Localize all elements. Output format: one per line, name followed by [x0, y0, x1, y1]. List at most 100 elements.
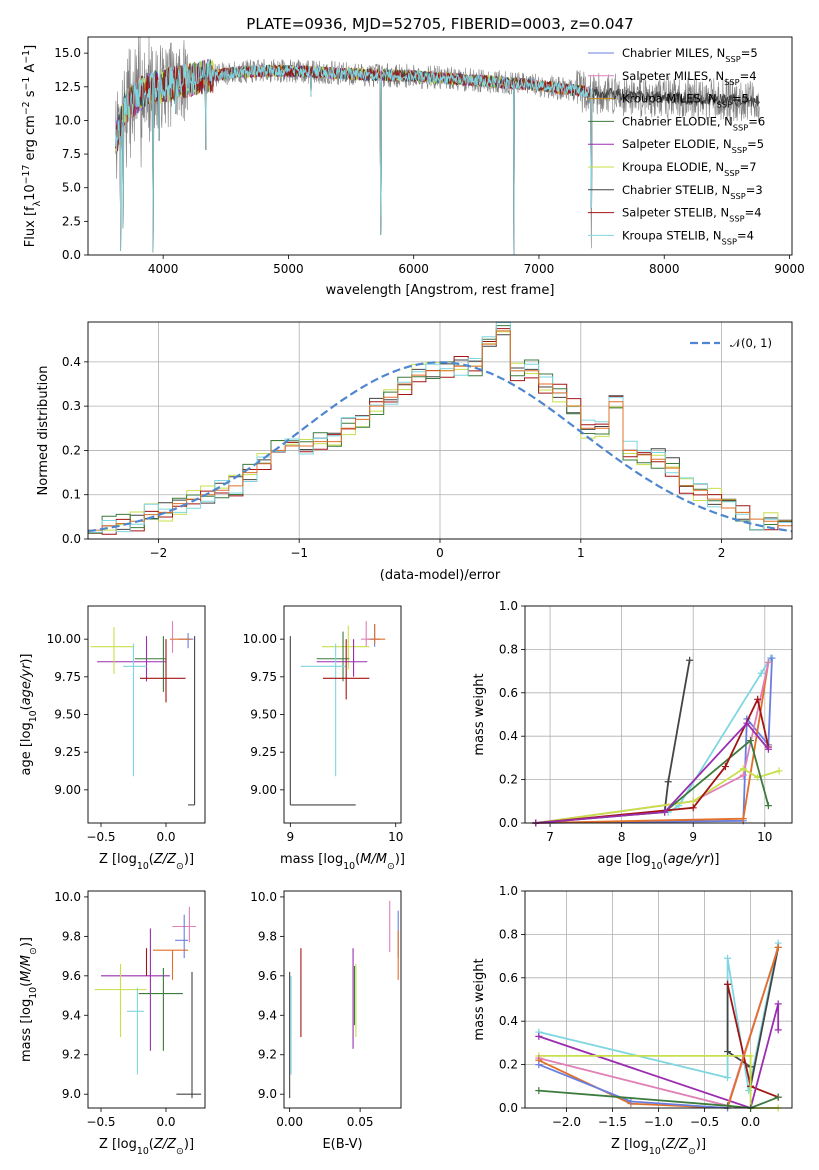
spectrum-legend: Chabrier MILES, NSSP=5 Salpeter MILES, NS…: [588, 46, 765, 246]
y-tick-label: 5.0: [62, 181, 81, 195]
mass-vs-ebv-panel: 0.00 0.05 9.0 9.2 9.4 9.6 9.8 10.0 E(B-V): [250, 890, 402, 1152]
y-tick-label: 2.5: [62, 214, 81, 228]
weight-marker: [739, 815, 747, 823]
axes-frame: [524, 605, 793, 824]
weight-marker: [764, 802, 772, 810]
y-tick-label: 1.0: [499, 884, 518, 898]
y-tick-label: 9.50: [250, 708, 277, 722]
y-tick-label: 0.8: [499, 642, 518, 656]
weight-marker: [535, 1032, 543, 1040]
age-vs-z-panel-errorbars: [90, 621, 196, 806]
weight-line-salpeter_elodie: [535, 721, 770, 824]
weight-marker: [746, 737, 754, 745]
weight-vs-z-panel-ylabel: mass weight: [472, 958, 487, 1040]
spectrum-ylabel: Flux [fλ10−17 erg cm−2 s−1 A−1]: [21, 45, 43, 247]
weight-marker: [724, 1074, 732, 1082]
weight-marker: [721, 763, 729, 771]
x-tick-label: −1.5: [598, 1115, 627, 1129]
weight-marker: [739, 771, 747, 779]
weight-marker: [689, 804, 697, 812]
y-tick-label: 12.5: [54, 80, 81, 94]
weight-marker: [664, 778, 672, 786]
x-tick-label: 10: [757, 830, 772, 844]
axes-frame: [87, 605, 206, 824]
legend-label: Kroupa STELIB, NSSP=4: [622, 228, 754, 246]
x-tick-label: 9: [689, 830, 697, 844]
y-tick-label: 9.25: [250, 745, 277, 759]
weight-marker: [757, 669, 765, 677]
histogram-kroupa_stelib: [88, 322, 792, 533]
weight-vs-z-panel-lines: [535, 939, 782, 1112]
y-tick-label: 9.6: [258, 969, 277, 983]
y-tick-label: 10.0: [250, 890, 277, 904]
weight-marker: [764, 745, 772, 753]
y-tick-label: 9.4: [62, 1008, 81, 1022]
weight-vs-z-panel-xlabel: Z [log10(Z/Z⊙)]: [611, 1137, 706, 1157]
weight-vs-z-panel: −2.0 −1.5 −1.0 −0.5 0.0 0.0 0.2 0.4 0.6 0.8 1.0 Z […: [472, 884, 793, 1157]
weight-marker: [689, 797, 697, 805]
weight-line-orange: [538, 947, 780, 1109]
legend-label: Salpeter MILES, NSSP=4: [622, 69, 757, 87]
x-tick-label: 8: [618, 830, 626, 844]
y-tick-label: 0.0: [62, 248, 81, 262]
spectrum-lines: [115, 37, 760, 255]
legend-label: Chabrier MILES, NSSP=5: [622, 46, 758, 64]
mass-vs-z-panel-xlabel: Z [log10(Z/Z⊙)]: [99, 1137, 194, 1157]
weight-marker: [627, 1097, 635, 1105]
weight-vs-age-panel: 7 8 9 10 0.0 0.2 0.4 0.6 0.8 1.0 age [log10(age/yr…: [472, 599, 793, 872]
y-tick-label: 0.2: [62, 443, 81, 457]
weight-marker: [743, 719, 751, 727]
x-tick-label: −1: [290, 546, 308, 560]
x-tick-label: −2.0: [552, 1115, 581, 1129]
legend-label: Chabrier ELODIE, NSSP=6: [622, 114, 765, 132]
age-vs-z-panel-ylabel: age [log10(age/yr)]: [19, 653, 39, 775]
normal-curve: [88, 361, 792, 533]
weight-marker: [724, 980, 732, 988]
figure-panels: 4000 5000 6000 7000 8000 90000.02.55.07.510.0…: [19, 15, 805, 1157]
x-tick-label: −0.5: [690, 1115, 719, 1129]
weight-marker: [754, 695, 762, 703]
y-tick-label: 9.2: [62, 1048, 81, 1062]
x-tick-label: 9: [287, 830, 295, 844]
y-tick-label: 9.00: [250, 783, 277, 797]
y-tick-label: 9.6: [62, 969, 81, 983]
axes-frame: [87, 890, 206, 1109]
y-tick-label: 0.8: [499, 927, 518, 941]
legend-label: Chabrier STELIB, NSSP=3: [622, 183, 763, 201]
y-tick-label: 0.3: [62, 399, 81, 413]
y-tick-label: 9.8: [62, 929, 81, 943]
y-tick-label: 7.5: [62, 147, 81, 161]
x-tick-label: 1: [577, 546, 585, 560]
weight-marker: [768, 654, 776, 662]
y-tick-label: 0.2: [499, 773, 518, 787]
mass-vs-z-panel: −0.5 0.0 9.0 9.2 9.4 9.6 9.8 10.0 Z [log10(Z/Z⊙)…: [19, 890, 206, 1157]
x-tick-label: 0.0: [156, 830, 175, 844]
weight-vs-age-panel-xlabel: age [log10(age/yr)]: [597, 852, 719, 872]
weight-marker: [764, 658, 772, 666]
axes-frame: [87, 36, 793, 256]
mass-vs-ebv-panel-xlabel: E(B-V): [322, 1137, 362, 1152]
y-tick-label: 0.4: [499, 729, 518, 743]
weight-vs-age-panel-lines: [532, 654, 783, 827]
axes-frame: [283, 890, 402, 1109]
histogram-steps: [88, 322, 792, 535]
axes-frame: [87, 321, 793, 540]
x-tick-label: −0.5: [86, 1115, 115, 1129]
model-spectrum-kroupa_stelib: [115, 58, 593, 255]
x-tick-label: 5000: [273, 262, 304, 276]
weight-marker: [724, 954, 732, 962]
weight-marker: [535, 1061, 543, 1069]
x-tick-label: −1.0: [644, 1115, 673, 1129]
axes-frame: [524, 890, 793, 1109]
y-tick-label: 9.8: [258, 929, 277, 943]
weight-marker: [661, 808, 669, 816]
legend-normal-label: 𝒩(0, 1): [730, 336, 772, 350]
histogram-xlabel: (data-model)/error: [380, 568, 501, 583]
legend-label: Salpeter ELODIE, NSSP=5: [622, 137, 764, 155]
weight-marker: [739, 765, 747, 773]
y-tick-label: 0.6: [499, 971, 518, 985]
residual-histogram-panel: −2 −1 0 1 2 0.0 0.1 0.2 0.3 0.4 (data-model)/error…: [36, 321, 793, 583]
y-tick-label: 10.0: [54, 113, 81, 127]
y-tick-label: 0.0: [499, 816, 518, 830]
axes-frame: [283, 605, 402, 824]
